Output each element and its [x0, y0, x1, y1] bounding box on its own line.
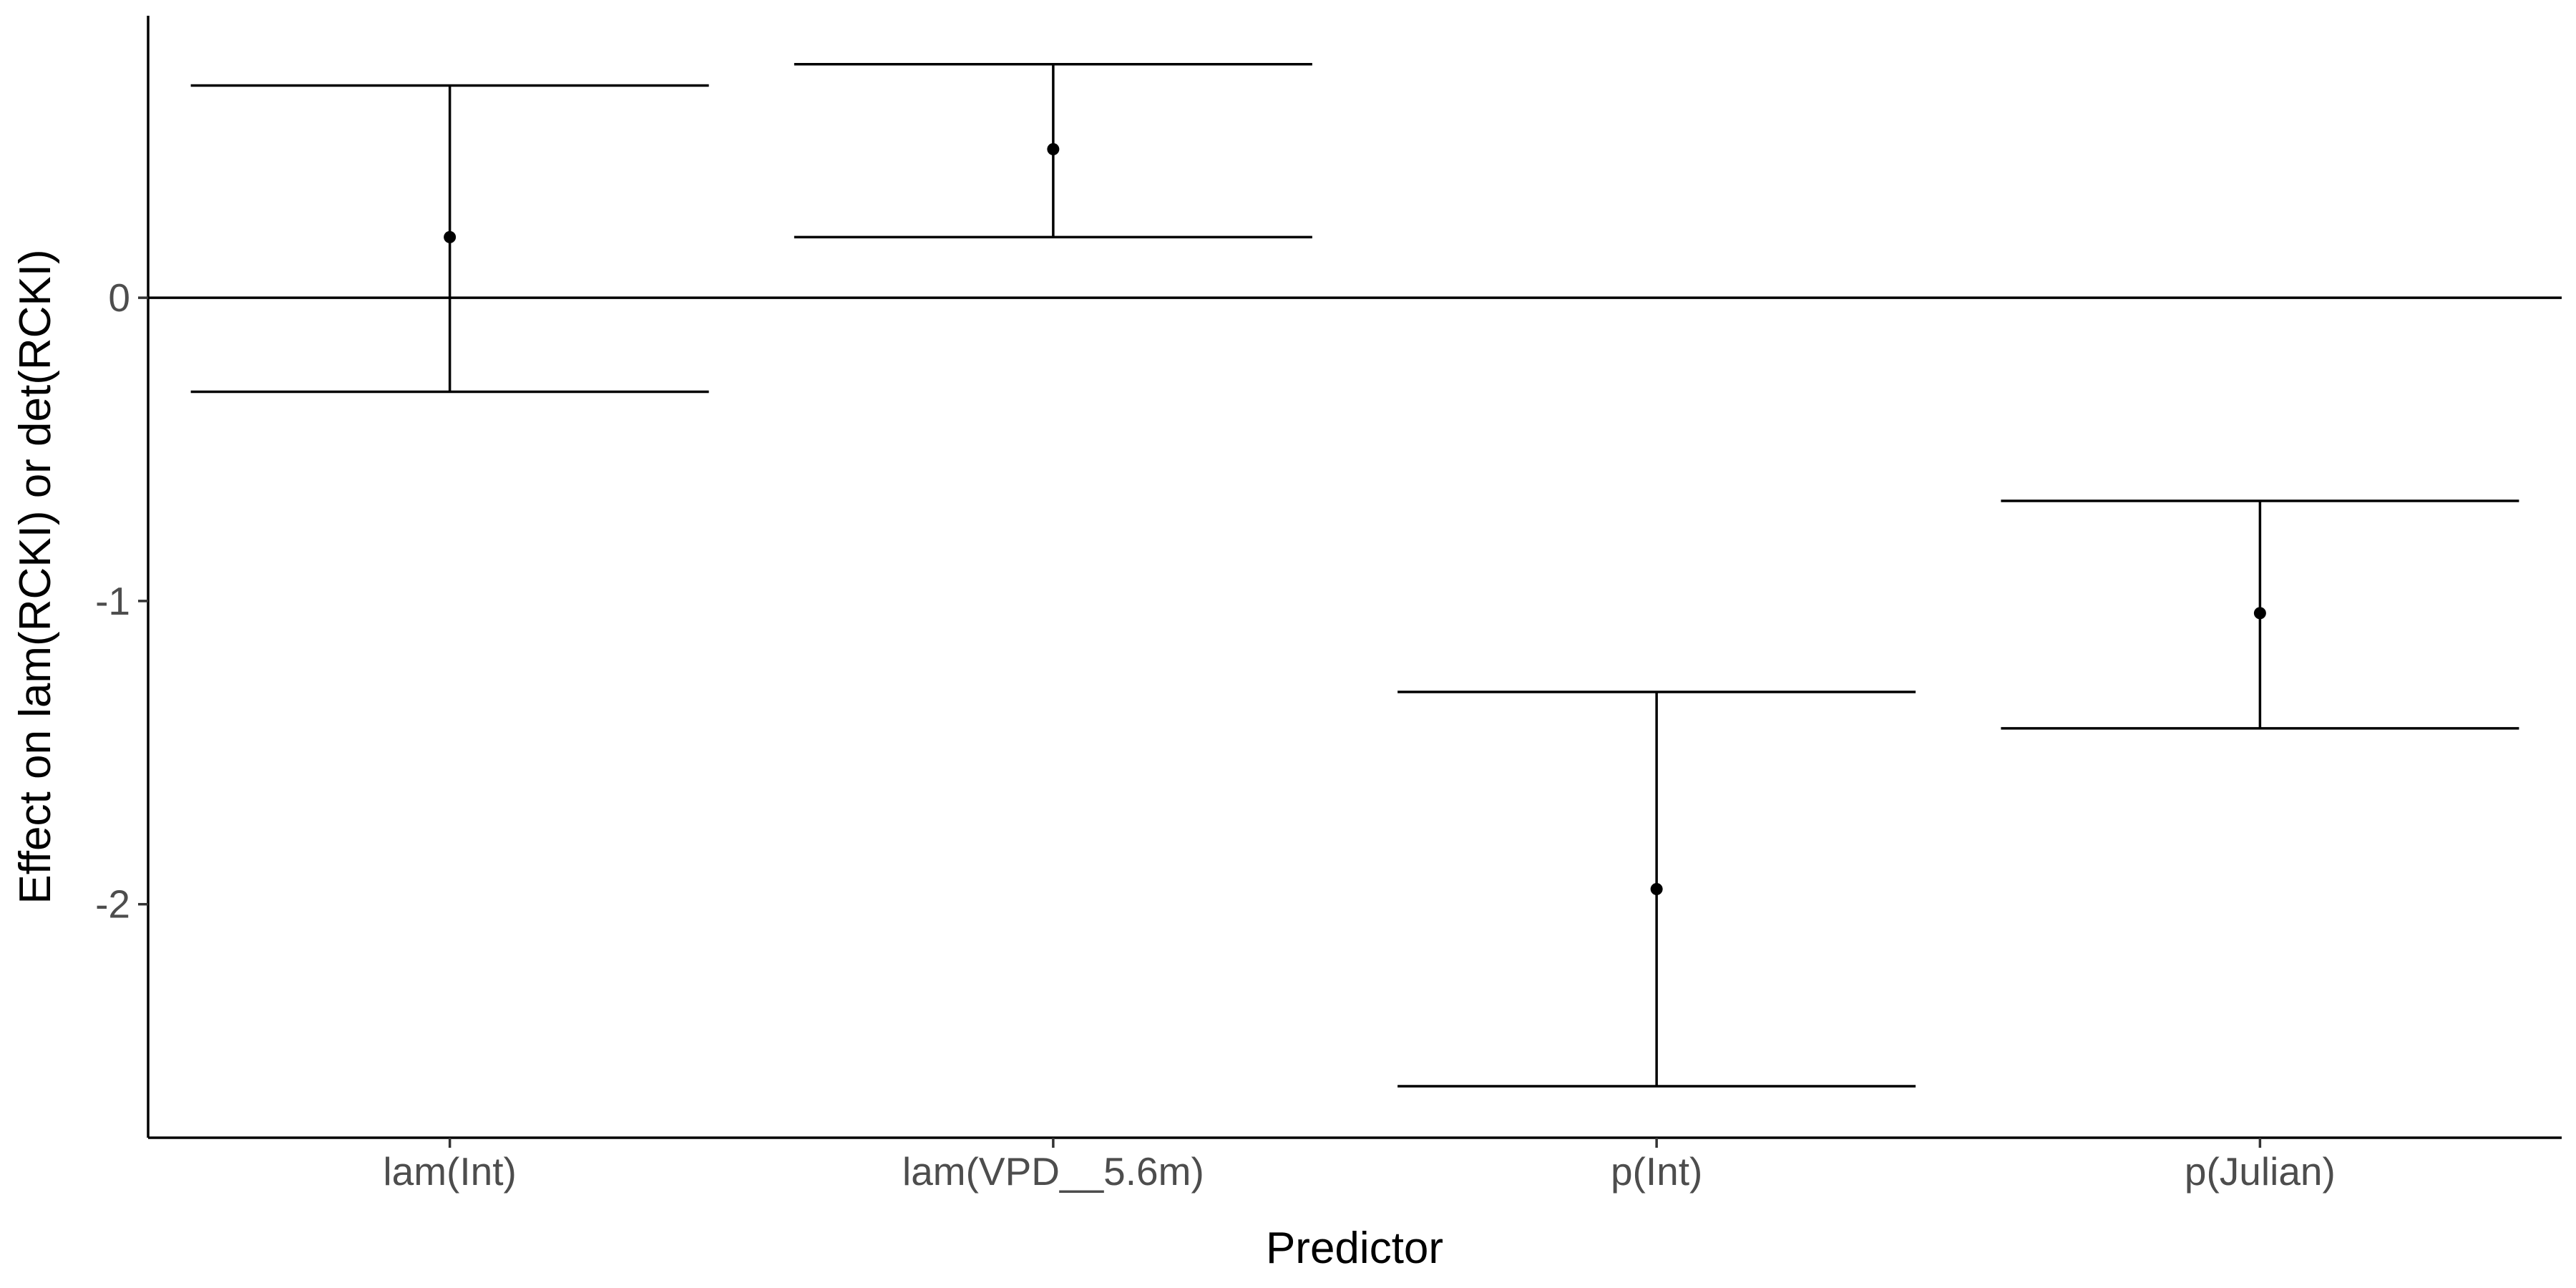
y-ticks-layer: 0 -1 -2 — [95, 275, 148, 927]
estimate-point — [1047, 142, 1060, 155]
x-tick-label: p(Julian) — [2185, 1149, 2336, 1194]
x-ticks-layer: lam(Int) lam(VPD__5.6m) p(Int) p(Julian) — [383, 1138, 2336, 1194]
x-axis-title: Predictor — [1266, 1224, 1443, 1273]
error-bar-group — [2001, 499, 2519, 730]
y-axis-title: Effect on lam(RCKI) or det(RCKI) — [11, 249, 60, 904]
y-tick-label: -1 — [95, 579, 130, 623]
error-bar-group — [190, 84, 709, 394]
error-bars-layer — [190, 63, 2519, 1088]
estimate-point — [2253, 607, 2266, 620]
axes — [147, 16, 2562, 1139]
estimate-point — [444, 230, 457, 243]
x-tick-label: lam(Int) — [383, 1149, 516, 1194]
y-tick-label: 0 — [108, 275, 130, 320]
x-tick-label: lam(VPD__5.6m) — [902, 1149, 1204, 1194]
error-bar-group — [794, 63, 1312, 239]
x-tick-label: p(Int) — [1611, 1149, 1702, 1194]
y-tick-label: -2 — [95, 882, 130, 927]
estimate-point — [1650, 882, 1663, 895]
error-bar-group — [1397, 691, 1916, 1088]
